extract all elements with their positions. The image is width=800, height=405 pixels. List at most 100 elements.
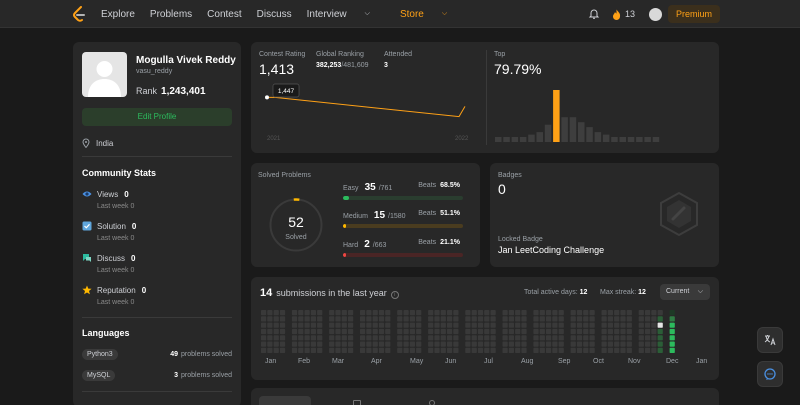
heatmap-cell[interactable] (484, 310, 490, 316)
heatmap-cell[interactable] (447, 328, 453, 335)
heatmap-cell[interactable] (273, 316, 279, 322)
heatmap-cell[interactable] (291, 316, 298, 322)
nav-problems[interactable]: Problems (149, 8, 193, 20)
heatmap-cell[interactable] (267, 335, 273, 341)
heatmap-cell[interactable] (360, 310, 366, 316)
heatmap-cell[interactable] (607, 322, 613, 328)
heatmap-cell[interactable] (552, 335, 558, 341)
heatmap-cell[interactable] (539, 310, 545, 316)
heatmap-cell[interactable] (576, 341, 583, 347)
streak-counter[interactable]: 13 (612, 9, 635, 20)
heatmap-cell[interactable] (521, 310, 527, 316)
heatmap-cell[interactable] (589, 347, 595, 353)
heatmap-cell[interactable] (447, 316, 453, 322)
heatmap-cell[interactable] (409, 328, 415, 335)
heatmap-cell[interactable] (261, 341, 267, 347)
heatmap-cell[interactable] (515, 316, 521, 322)
heatmap-cell[interactable] (261, 347, 267, 353)
heatmap-cell[interactable] (372, 335, 378, 341)
heatmap-cell[interactable] (261, 310, 267, 316)
heatmap-cell[interactable] (447, 335, 453, 341)
heatmap-cell[interactable] (546, 335, 552, 341)
rating-chart[interactable]: 1,447 2021 2022 (259, 82, 481, 142)
heatmap-cell[interactable] (428, 335, 434, 341)
nav-contest[interactable]: Contest (207, 8, 242, 20)
heatmap-cell[interactable] (558, 328, 564, 335)
heatmap-cell[interactable] (366, 341, 372, 347)
heatmap-cell[interactable] (416, 316, 422, 322)
heatmap-cell[interactable] (416, 322, 422, 328)
heatmap-cell[interactable] (378, 328, 385, 335)
heatmap-cell[interactable] (657, 322, 663, 328)
heatmap-cell[interactable] (515, 322, 521, 328)
heatmap-cell[interactable] (601, 335, 607, 341)
heatmap-cell[interactable] (372, 316, 378, 322)
heatmap-cell[interactable] (335, 335, 341, 341)
heatmap-cell[interactable] (484, 347, 490, 353)
info-icon[interactable]: i (390, 291, 399, 299)
heatmap-cell[interactable] (335, 322, 341, 328)
heatmap-cell[interactable] (267, 322, 273, 328)
heatmap-cell[interactable] (490, 347, 496, 353)
heatmap-cell[interactable] (329, 335, 335, 341)
heatmap-cell[interactable] (341, 347, 347, 353)
heatmap-cell[interactable] (279, 316, 286, 322)
heatmap-cell[interactable] (638, 341, 644, 347)
heatmap-cell[interactable] (335, 341, 341, 347)
heatmap-cell[interactable] (539, 335, 545, 341)
heatmap-cell[interactable] (310, 322, 316, 328)
heatmap-cell[interactable] (552, 347, 558, 353)
heatmap-cell[interactable] (657, 341, 663, 347)
heatmap-cell[interactable] (645, 322, 651, 328)
heatmap-cell[interactable] (558, 341, 564, 347)
heatmap-cell[interactable] (539, 316, 545, 322)
heatmap-cell[interactable] (533, 322, 539, 328)
heatmap-cell[interactable] (304, 335, 310, 341)
heatmap-cell[interactable] (341, 341, 347, 347)
heatmap-cell[interactable] (583, 335, 589, 341)
heatmap-cell[interactable] (651, 347, 657, 353)
heatmap-cell[interactable] (645, 335, 651, 341)
heatmap-cell[interactable] (471, 322, 477, 328)
heatmap-cell[interactable] (607, 347, 613, 353)
heatmap-cell[interactable] (341, 316, 347, 322)
heatmap-cell[interactable] (589, 316, 595, 322)
heatmap-cell[interactable] (279, 310, 286, 316)
heatmap-cell[interactable] (317, 316, 323, 322)
heatmap-cell[interactable] (310, 316, 316, 322)
heatmap-cell[interactable] (614, 341, 620, 347)
heatmap-cell[interactable] (403, 322, 409, 328)
heatmap-cell[interactable] (626, 328, 632, 335)
heatmap-cell[interactable] (291, 341, 298, 347)
nav-interview[interactable]: Interview ⌵ (307, 9, 385, 20)
heatmap-cell[interactable] (298, 310, 304, 316)
heatmap-cell[interactable] (348, 310, 354, 316)
heatmap-cell[interactable] (533, 335, 539, 341)
heatmap-cell[interactable] (453, 328, 459, 335)
heatmap-cell[interactable] (552, 322, 558, 328)
heatmap-cell[interactable] (645, 341, 651, 347)
heatmap-cell[interactable] (360, 322, 366, 328)
heatmap-cell[interactable] (403, 347, 409, 353)
heatmap-cell[interactable] (310, 347, 316, 353)
heatmap-cell[interactable] (570, 341, 576, 347)
heatmap-cell[interactable] (317, 328, 323, 335)
heatmap-cell[interactable] (607, 341, 613, 347)
heatmap-cell[interactable] (304, 341, 310, 347)
heatmap-cell[interactable] (360, 335, 366, 341)
heatmap-cell[interactable] (335, 347, 341, 353)
heatmap-cell[interactable] (558, 310, 564, 316)
heatmap-cell[interactable] (601, 328, 607, 335)
heatmap-cell[interactable] (651, 316, 657, 322)
translate-button[interactable] (757, 327, 783, 353)
heatmap-cell[interactable] (434, 316, 440, 322)
heatmap-cell[interactable] (385, 316, 391, 322)
heatmap-cell[interactable] (583, 341, 589, 347)
heatmap-cell[interactable] (310, 328, 316, 335)
heatmap-cell[interactable] (279, 328, 286, 335)
heatmap-cell[interactable] (465, 316, 471, 322)
heatmap-cell[interactable] (378, 341, 385, 347)
heatmap-cell[interactable] (601, 347, 607, 353)
heatmap-cell[interactable] (335, 328, 341, 335)
heatmap-cell[interactable] (626, 310, 632, 316)
